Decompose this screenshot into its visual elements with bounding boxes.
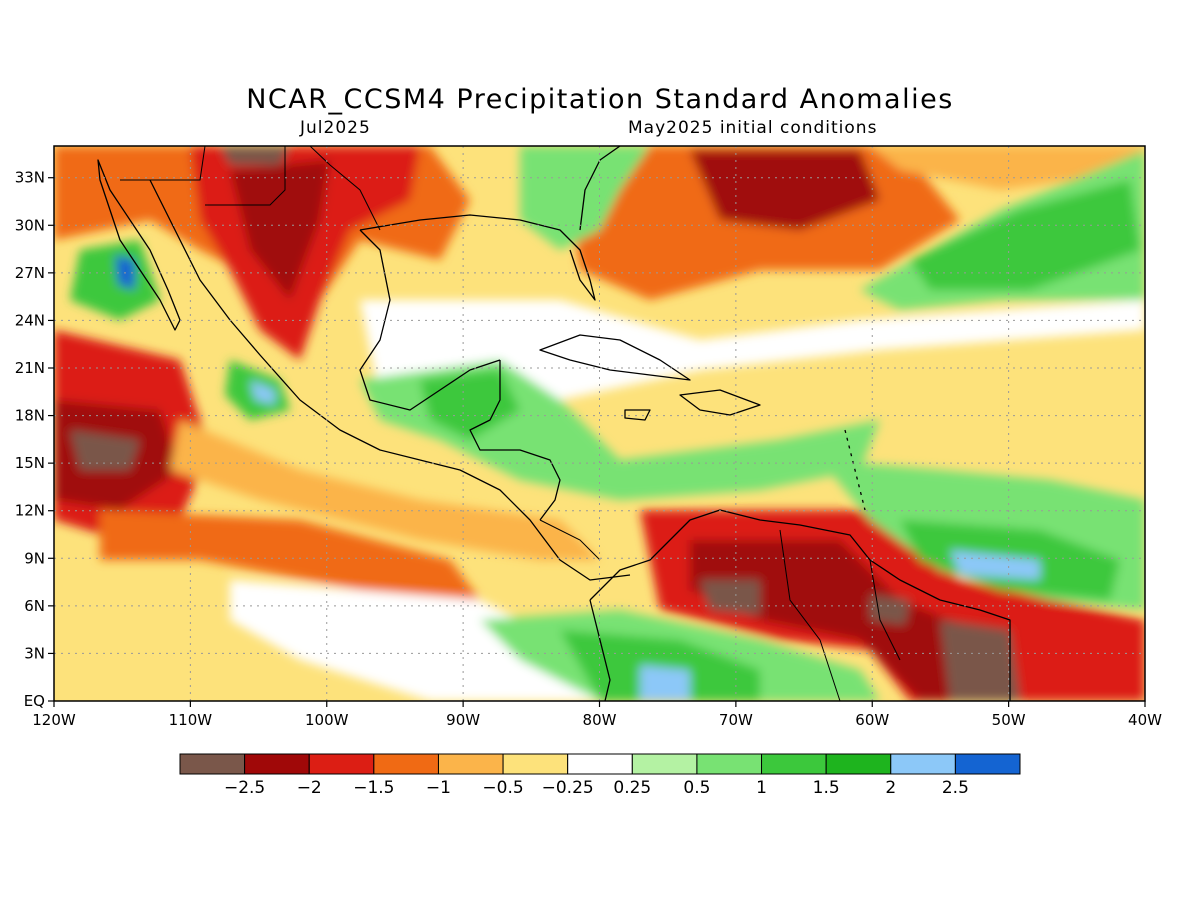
field-patch-pacific-white: [230, 580, 600, 701]
lon-label: 120W: [32, 711, 76, 729]
field-patch-caribbean-white: [360, 300, 1145, 420]
lat-label: 24N: [15, 311, 45, 329]
legend-swatch: [502, 753, 569, 775]
field-patch-atlantic-darkred: [690, 150, 880, 230]
latitude-labels: EQ 3N 6N 9N 12N 15N 18N 21N 24N 27N 30N 33N: [15, 169, 54, 710]
coastline-gulf-mexico: [359, 229, 501, 411]
color-legend: −2.5 −2 −1.5 −1 −0.5 −0.25 0.25 0.5 1 1.5 2 2.5: [179, 753, 1021, 798]
legend-label: 2: [885, 778, 896, 798]
legend-label: 0.5: [683, 778, 710, 798]
coastline-jamaica: [624, 409, 651, 421]
border-colombia-venezuela: [779, 529, 841, 701]
lat-label: 6N: [24, 597, 45, 615]
lat-label: 33N: [15, 169, 45, 187]
field-patch-itcz-blue: [950, 550, 1040, 580]
legend-swatch: [954, 753, 1021, 775]
field-patch-venezuela-brown: [700, 580, 760, 615]
legend-label: −2.5: [224, 778, 265, 798]
lon-label: 110W: [169, 711, 213, 729]
lat-label: 15N: [15, 454, 45, 472]
lon-label: 100W: [305, 711, 349, 729]
field-patch-mexicocoast-blue: [250, 380, 275, 405]
field-patch-colombia-darkgreen: [560, 630, 760, 701]
coastline-baja: [97, 159, 181, 331]
legend-label: −0.5: [482, 778, 523, 798]
field-patch-pacific-lightorange: [170, 420, 600, 560]
legend-label: −0.25: [542, 778, 594, 798]
legend-swatch: [696, 753, 763, 775]
legend-swatch: [244, 753, 310, 775]
coastline-cuba: [539, 334, 691, 381]
coastline-colombia-pacific: [589, 599, 611, 701]
legend-swatch: [179, 753, 246, 775]
coastline-pacific-mexico: [149, 179, 631, 581]
field-patch-southamerica-darkred: [690, 540, 1000, 701]
longitude-labels: 120W 110W 100W 90W 80W 70W 60W 50W 40W: [32, 701, 1162, 729]
legend-swatch: [373, 753, 439, 775]
lat-label: 30N: [15, 216, 45, 234]
init-conditions-label: May2025 initial conditions: [628, 118, 878, 138]
border-us-mexico-central: [205, 146, 286, 206]
coastlines: [97, 146, 1011, 701]
border-texas: [309, 146, 381, 231]
field-patch-guyana-brown: [870, 595, 910, 625]
map-title: NCAR_CCSM4 Precipitation Standard Anomal…: [246, 84, 954, 115]
border-us-mexico-west: [120, 146, 206, 181]
field-patch-baja-green: [70, 240, 160, 320]
lat-label: EQ: [24, 692, 45, 710]
legend-swatch: [890, 753, 956, 775]
coastline-central-caribbean: [469, 360, 561, 521]
lon-label: 50W: [992, 711, 1026, 729]
lon-label: 40W: [1128, 711, 1162, 729]
legend-label: 1: [756, 778, 767, 798]
legend-swatch: [825, 753, 892, 775]
field-patch-pacific-orange: [100, 510, 480, 600]
field-patch-florida-green: [520, 146, 650, 250]
field-patch-colombia-blue: [640, 665, 690, 701]
coastline-lesser-antilles: [844, 429, 866, 511]
border-panama: [539, 519, 601, 561]
lat-label: 3N: [24, 644, 45, 662]
valid-month-label: Jul2025: [300, 118, 371, 138]
coastline-us-east: [579, 146, 621, 231]
legend-label: 1.5: [813, 778, 840, 798]
field-patch-yucatan-darkgreen: [420, 370, 520, 440]
lat-label: 9N: [24, 549, 45, 567]
legend-label: −2: [297, 778, 322, 798]
legend-swatch: [567, 753, 633, 775]
legend-swatch: [437, 753, 504, 775]
lat-label: 18N: [15, 407, 45, 425]
legend-swatch: [761, 753, 827, 775]
lat-label: 21N: [15, 359, 45, 377]
legend-label: −1.5: [353, 778, 394, 798]
lon-label: 60W: [855, 711, 889, 729]
field-patch-mexico-brown: [220, 146, 290, 165]
field-patch-pacific-brown: [70, 430, 140, 470]
legend-label: −1: [426, 778, 451, 798]
borders: [120, 146, 901, 701]
lat-label: 27N: [15, 264, 45, 282]
lon-label: 90W: [446, 711, 480, 729]
anomaly-field: [54, 146, 1145, 701]
coastline-southamerica: [589, 509, 1011, 701]
legend-label: 2.5: [942, 778, 969, 798]
field-patch-atlantic-darkgreen: [910, 180, 1140, 290]
lon-label: 70W: [719, 711, 753, 729]
lat-label: 12N: [15, 502, 45, 520]
border-venezuela-guyana: [869, 559, 901, 661]
field-patch-mexico-darkred: [230, 160, 330, 300]
field-patch-suriname-brown: [940, 620, 1020, 701]
legend-swatch: [308, 753, 375, 775]
legend-label: 0.25: [613, 778, 651, 798]
coastline-hispaniola: [679, 389, 761, 416]
legend-swatch: [631, 753, 698, 775]
coastline-gulf-us: [359, 214, 596, 301]
lon-label: 80W: [583, 711, 617, 729]
graticule: [54, 146, 1145, 701]
